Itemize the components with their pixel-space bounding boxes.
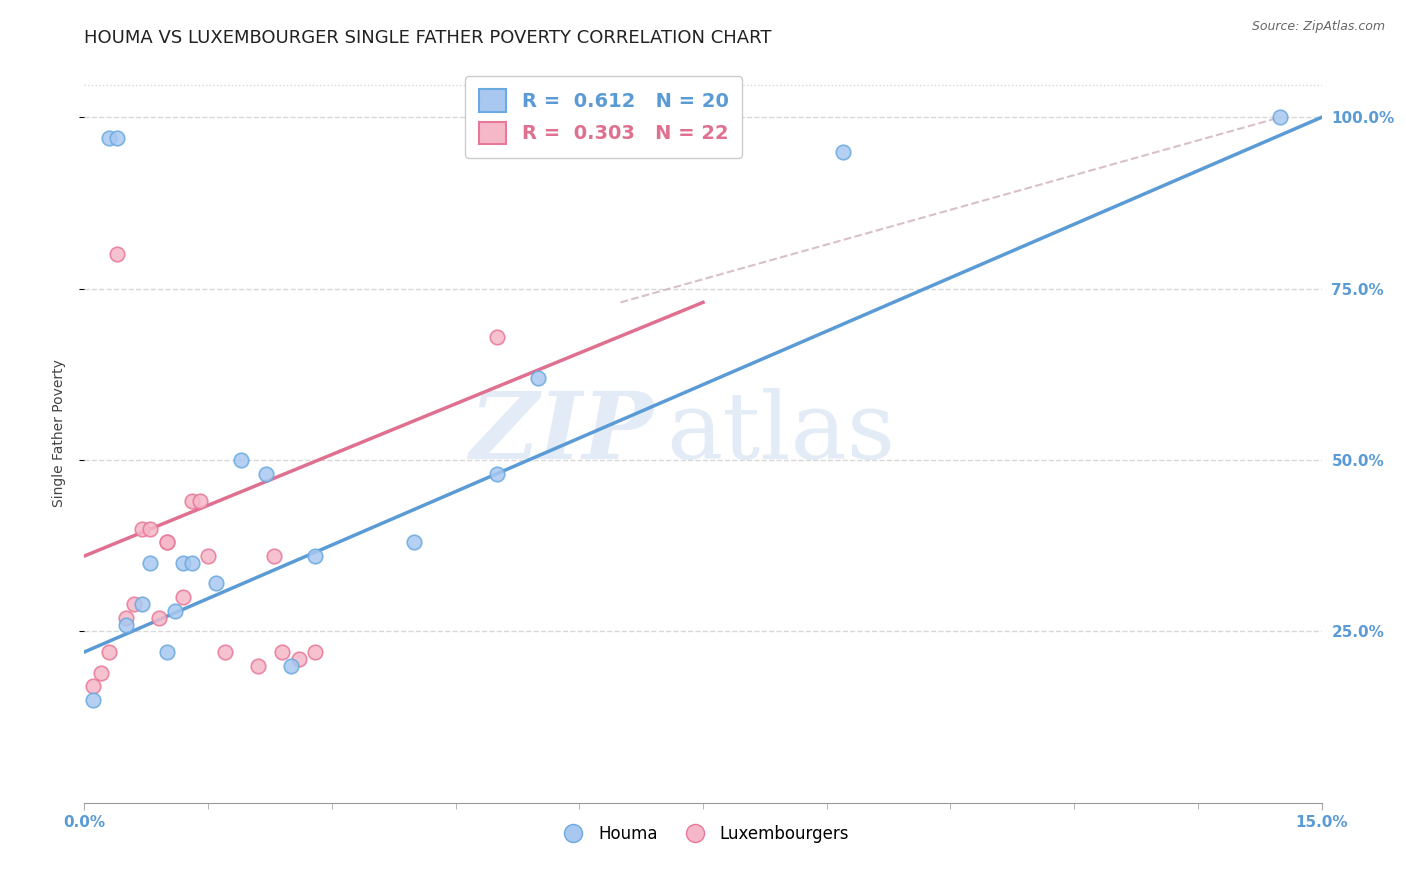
Text: ZIP: ZIP xyxy=(470,388,654,477)
Text: HOUMA VS LUXEMBOURGER SINGLE FATHER POVERTY CORRELATION CHART: HOUMA VS LUXEMBOURGER SINGLE FATHER POVE… xyxy=(84,29,772,47)
Point xyxy=(205,576,228,591)
Point xyxy=(148,610,170,624)
Point xyxy=(131,597,153,611)
Point xyxy=(172,590,194,604)
Point xyxy=(98,131,121,145)
Point xyxy=(172,556,194,570)
Point xyxy=(139,522,162,536)
Point xyxy=(1270,110,1292,124)
Legend: Houma, Luxembourgers: Houma, Luxembourgers xyxy=(550,819,856,850)
Point xyxy=(214,645,236,659)
Point xyxy=(180,556,202,570)
Point xyxy=(271,645,294,659)
Text: Source: ZipAtlas.com: Source: ZipAtlas.com xyxy=(1251,20,1385,33)
Point xyxy=(229,453,252,467)
Point xyxy=(98,645,121,659)
Point xyxy=(832,145,855,159)
Point xyxy=(280,658,302,673)
Y-axis label: Single Father Poverty: Single Father Poverty xyxy=(52,359,66,507)
Point xyxy=(527,371,550,385)
Point xyxy=(304,645,326,659)
Point xyxy=(246,658,269,673)
Point xyxy=(304,549,326,563)
Point xyxy=(188,494,211,508)
Point xyxy=(114,610,136,624)
Point xyxy=(263,549,285,563)
Text: atlas: atlas xyxy=(666,388,896,477)
Point xyxy=(197,549,219,563)
Point xyxy=(156,645,179,659)
Point xyxy=(114,617,136,632)
Point xyxy=(105,131,128,145)
Point xyxy=(156,535,179,549)
Point xyxy=(82,679,104,693)
Point xyxy=(254,467,277,481)
Point xyxy=(105,247,128,261)
Point xyxy=(404,535,426,549)
Point xyxy=(82,693,104,707)
Point xyxy=(485,329,508,343)
Point xyxy=(122,597,145,611)
Point xyxy=(131,522,153,536)
Point xyxy=(90,665,112,680)
Point xyxy=(165,604,187,618)
Point xyxy=(288,652,311,666)
Point xyxy=(139,556,162,570)
Point xyxy=(485,467,508,481)
Point xyxy=(180,494,202,508)
Point xyxy=(156,535,179,549)
